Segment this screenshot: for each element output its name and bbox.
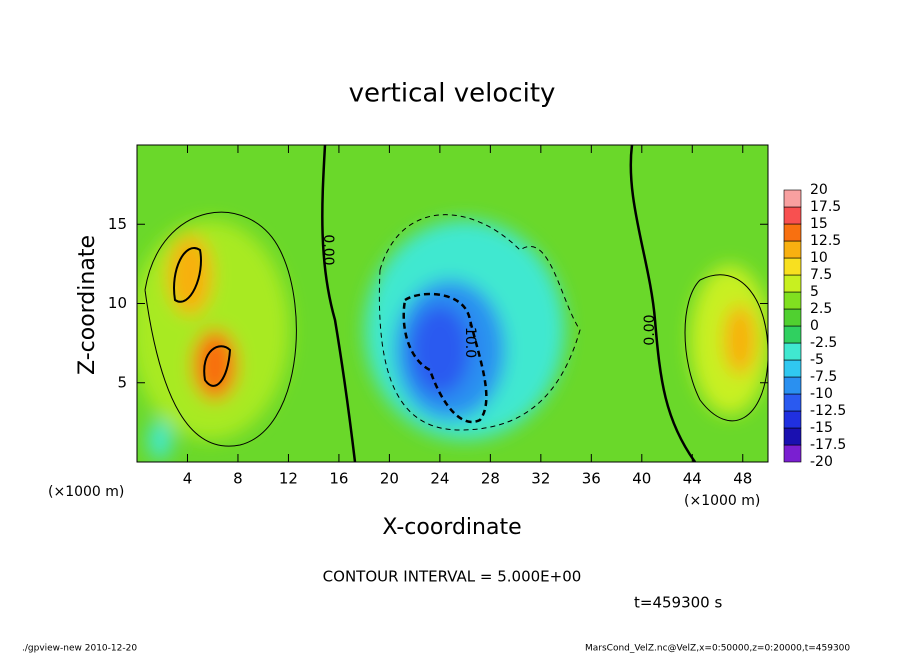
colorbar-label: 20 <box>810 182 828 198</box>
colorbar-label: 7.5 <box>810 267 832 283</box>
x-tick-label: 12 <box>279 470 298 488</box>
chart-title: vertical velocity <box>349 79 556 109</box>
colorbar-box <box>783 359 802 378</box>
colorbar-label: -12.5 <box>810 403 846 419</box>
y-tick-label: 5 <box>117 373 127 391</box>
colorbar-label: -2.5 <box>810 335 837 351</box>
contour-label: 0.00 <box>642 314 658 345</box>
x-tick-label: 20 <box>380 470 399 488</box>
colorbar-box <box>783 291 802 310</box>
y-axis-label: Z-coordinate <box>75 235 100 375</box>
colorbar-label: 10 <box>810 250 828 266</box>
contour-label: -10.0 <box>462 322 478 358</box>
y-tick-label: 15 <box>108 215 127 233</box>
x-unit: (×1000 m) <box>684 493 760 509</box>
colorbar-box <box>783 325 802 344</box>
x-tick-label: 44 <box>683 470 702 488</box>
y-unit: (×1000 m) <box>48 484 124 500</box>
colorbar-label: -20 <box>810 454 833 470</box>
colorbar-box <box>783 410 802 429</box>
colorbar-box <box>783 427 802 446</box>
colorbar-label: -7.5 <box>810 369 837 385</box>
colorbar-label: -10 <box>810 386 833 402</box>
x-tick-label: 16 <box>329 470 348 488</box>
colorbar-box <box>783 206 802 225</box>
y-tick-label: 10 <box>108 294 127 312</box>
colorbar-label: 2.5 <box>810 301 832 317</box>
colorbar-label: -17.5 <box>810 437 846 453</box>
colorbar-box <box>783 342 802 361</box>
colorbar-label: 17.5 <box>810 199 841 215</box>
time-label: t=459300 s <box>634 594 722 612</box>
colorbar-box <box>783 189 802 208</box>
colorbar-box <box>783 257 802 276</box>
x-tick-label: 48 <box>733 470 752 488</box>
colorbar-box <box>783 376 802 395</box>
colorbar-box <box>783 240 802 259</box>
colorbar-label: 5 <box>810 284 819 300</box>
colorbar-label: -15 <box>810 420 833 436</box>
x-tick-label: 36 <box>582 470 601 488</box>
colorbar-box <box>783 393 802 412</box>
x-tick-label: 8 <box>233 470 243 488</box>
x-axis-label: X-coordinate <box>382 515 521 540</box>
colorbar-box <box>783 444 802 463</box>
contour-label: 0.00 <box>320 234 336 265</box>
footer-left: ./gpview-new 2010-12-20 <box>22 644 137 654</box>
colorbar-box <box>783 274 802 293</box>
colorbar-box <box>783 223 802 242</box>
colorbar-label: 0 <box>810 318 819 334</box>
footer-right: MarsCond_VelZ.nc@VelZ,x=0:50000,z=0:2000… <box>585 644 850 654</box>
field <box>137 145 768 462</box>
x-tick-label: 32 <box>531 470 550 488</box>
colorbar-label: 15 <box>810 216 828 232</box>
colorbar-box <box>783 308 802 327</box>
x-tick-label: 24 <box>430 470 449 488</box>
colorbar-label: -5 <box>810 352 824 368</box>
x-tick-label: 28 <box>481 470 500 488</box>
colorbar-label: 12.5 <box>810 233 841 249</box>
contour-interval: CONTOUR INTERVAL = 5.000E+00 <box>323 568 582 586</box>
x-tick-label: 40 <box>632 470 651 488</box>
x-tick-label: 4 <box>183 470 193 488</box>
